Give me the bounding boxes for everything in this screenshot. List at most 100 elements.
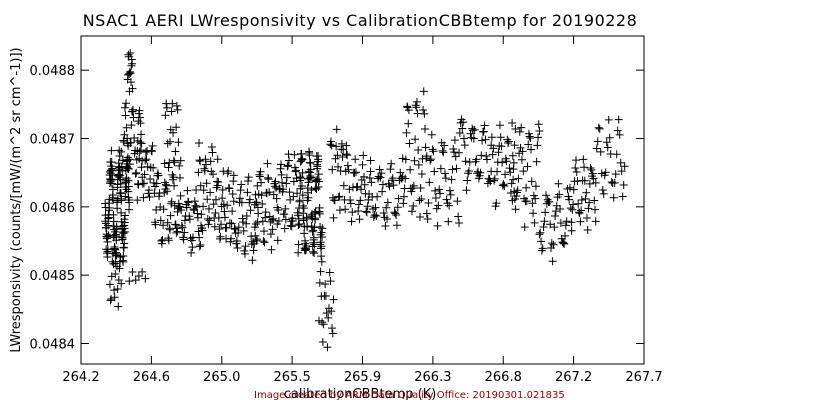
data-point: [317, 242, 326, 251]
data-point: [206, 157, 215, 166]
data-point: [569, 185, 578, 194]
data-point: [224, 167, 233, 176]
data-point: [317, 257, 326, 266]
data-point: [581, 194, 590, 203]
data-point: [523, 162, 532, 171]
data-point: [199, 202, 208, 211]
data-point: [459, 134, 468, 143]
data-point: [427, 130, 436, 139]
data-point: [103, 237, 112, 246]
data-point: [249, 246, 258, 255]
data-point: [138, 267, 147, 276]
data-point: [183, 186, 192, 195]
data-point: [300, 229, 309, 238]
data-point: [174, 138, 183, 147]
data-point: [594, 123, 603, 132]
data-point: [605, 133, 614, 142]
data-point: [148, 141, 157, 150]
data-point: [283, 161, 292, 170]
data-point: [159, 221, 168, 230]
data-point: [164, 163, 173, 172]
data-point: [508, 118, 517, 127]
data-point: [286, 221, 295, 230]
data-point: [412, 103, 421, 112]
data-point: [409, 202, 418, 211]
data-point: [119, 136, 128, 145]
data-point: [282, 173, 291, 182]
data-point: [218, 194, 227, 203]
data-point: [326, 137, 335, 146]
data-point: [375, 165, 384, 174]
data-point: [120, 239, 129, 248]
data-point: [146, 174, 155, 183]
data-point: [356, 196, 365, 205]
data-point: [595, 124, 604, 133]
data-point: [236, 194, 245, 203]
data-point: [440, 141, 449, 150]
data-point: [131, 276, 140, 285]
data-point: [263, 159, 272, 168]
data-point: [331, 154, 340, 163]
data-point: [393, 203, 402, 212]
data-point: [534, 120, 543, 129]
data-point: [270, 182, 279, 191]
data-point: [242, 212, 251, 221]
data-point: [171, 220, 180, 229]
data-point: [487, 133, 496, 142]
data-point: [339, 145, 348, 154]
data-point: [448, 165, 457, 174]
data-point: [133, 196, 142, 205]
data-point: [271, 177, 280, 186]
data-point: [170, 181, 179, 190]
data-point: [147, 147, 156, 156]
y-tick-label: 0.0484: [30, 338, 76, 353]
data-point: [479, 127, 488, 136]
data-point: [244, 173, 253, 182]
data-point: [372, 211, 381, 220]
data-point: [381, 221, 390, 230]
data-point: [307, 185, 316, 194]
data-point: [435, 185, 444, 194]
data-point: [318, 318, 327, 327]
data-point: [324, 313, 333, 322]
data-point: [455, 218, 464, 227]
data-point: [551, 211, 560, 220]
data-point: [545, 197, 554, 206]
data-point: [436, 164, 445, 173]
data-point: [590, 196, 599, 205]
data-point: [583, 226, 592, 235]
data-point: [574, 199, 583, 208]
data-point: [112, 251, 121, 260]
data-point: [596, 147, 605, 156]
data-point: [367, 178, 376, 187]
data-point: [182, 203, 191, 212]
data-point: [278, 178, 287, 187]
data-point: [561, 231, 570, 240]
data-point: [565, 195, 574, 204]
data-point: [259, 237, 268, 246]
data-point: [217, 220, 226, 229]
x-tick-label: 266.3: [414, 370, 451, 385]
data-point: [232, 237, 241, 246]
data-point: [123, 134, 132, 143]
data-point: [486, 177, 495, 186]
data-point: [611, 170, 620, 179]
data-point: [304, 193, 313, 202]
data-point: [163, 218, 172, 227]
data-point: [281, 204, 290, 213]
data-point: [422, 152, 431, 161]
data-point: [404, 119, 413, 128]
data-point: [116, 189, 125, 198]
data-point: [617, 167, 626, 176]
y-tick-label: 0.0486: [30, 201, 76, 216]
data-point: [343, 161, 352, 170]
data-point: [314, 155, 323, 164]
data-point: [470, 125, 479, 134]
data-point: [351, 168, 360, 177]
data-point: [120, 103, 129, 112]
data-point: [535, 230, 544, 239]
data-point: [204, 220, 213, 229]
data-point: [512, 191, 521, 200]
data-point: [109, 217, 118, 226]
